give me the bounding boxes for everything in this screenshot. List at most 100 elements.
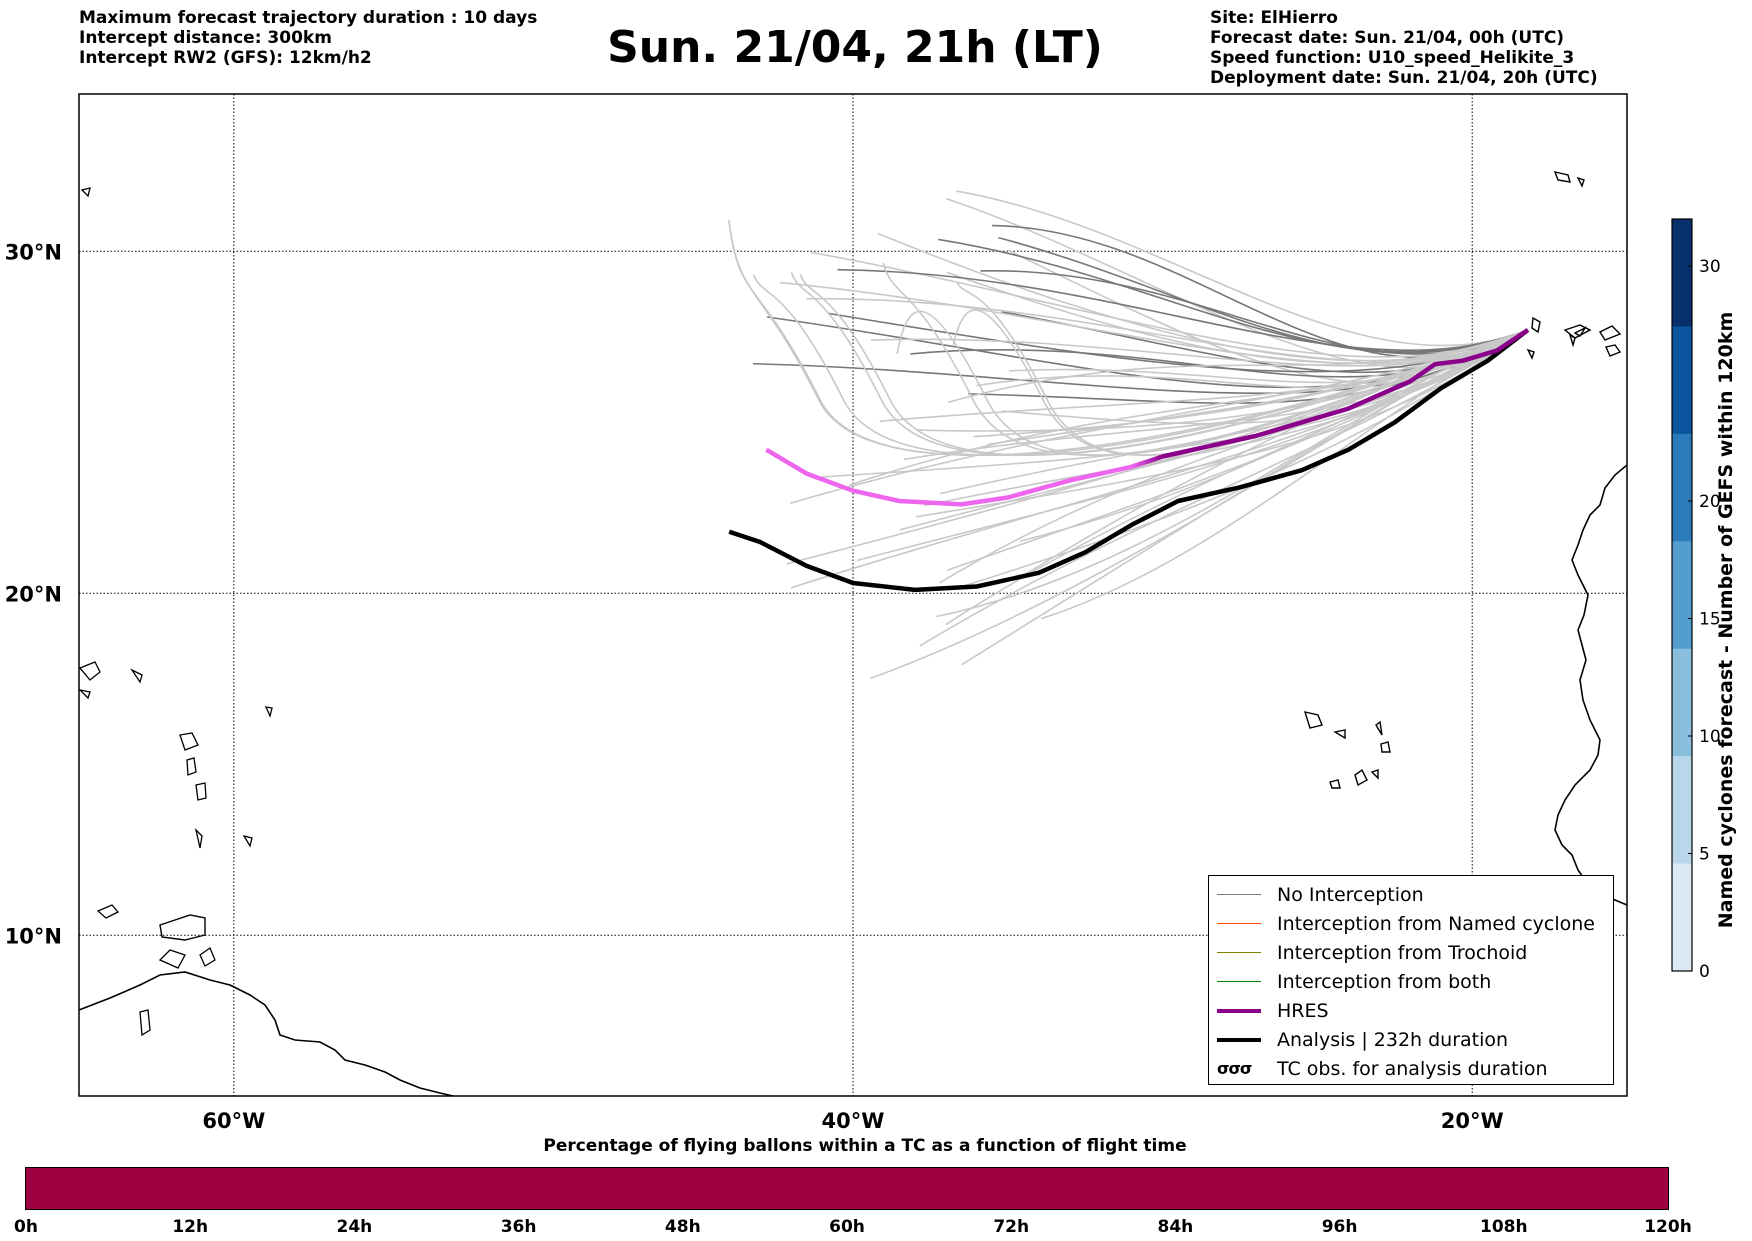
ensemble-track (806, 297, 1529, 362)
island (79, 689, 91, 700)
ensemble-trajectories (728, 190, 1529, 680)
latitude-labels: 30°N 20°N 10°N (5, 240, 62, 948)
info-line-forecast-date: Forecast date: Sun. 21/04, 00h (UTC) (1210, 28, 1565, 48)
ensemble-track (789, 329, 1529, 505)
legend-line-both (1217, 981, 1261, 982)
cape-verde (1303, 711, 1323, 729)
analysis-track (728, 328, 1530, 593)
map-frame (78, 93, 1628, 1097)
island (186, 757, 197, 776)
madeira (1576, 176, 1585, 188)
cape-verde (1375, 720, 1383, 736)
legend-label: Interception from Named cyclone (1277, 912, 1595, 935)
ensemble-track (939, 329, 1529, 584)
legend-label: Analysis | 232h duration (1277, 1028, 1509, 1051)
ensemble-track (752, 274, 1529, 456)
island (199, 947, 216, 967)
colorbar-tick-label: 10 (1699, 727, 1721, 747)
legend-line-named-cyclone (1217, 923, 1261, 924)
cape-verde (1380, 741, 1391, 753)
legend-item-analysis: Analysis | 232h duration (1217, 1025, 1613, 1054)
map-title: Sun. 21/04, 21h (LT) (607, 22, 1103, 73)
canary-islands (1573, 326, 1587, 337)
colorbar-segment (1672, 648, 1692, 757)
ensemble-track (837, 268, 1529, 352)
lon-tick-label: 60°W (202, 1109, 265, 1133)
colorbar-segment (1672, 863, 1692, 972)
cape-verde (1354, 768, 1368, 787)
longitude-labels: 60°W 40°W 20°W (202, 1109, 1503, 1133)
bottom-tick-label: 72h (993, 1217, 1029, 1237)
legend-item-tc-obs: σσσ TC obs. for analysis duration (1217, 1054, 1613, 1083)
bottom-tick-label: 108h (1480, 1217, 1528, 1237)
ensemble-track (948, 329, 1529, 404)
legend-item-trochoid: Interception from Trochoid (1217, 938, 1613, 967)
colorbar-segment (1672, 756, 1692, 865)
island (194, 827, 203, 849)
lat-tick-label: 30°N (5, 240, 62, 264)
legend-label: TC obs. for analysis duration (1277, 1057, 1548, 1080)
info-line-site: Site: ElHierro (1210, 8, 1338, 28)
ensemble-track (992, 224, 1529, 359)
legend-label: No Interception (1277, 883, 1424, 906)
info-line-intercept-distance: Intercept distance: 300km (79, 28, 332, 48)
colorbar-tick-label: 0 (1699, 962, 1710, 982)
legend-line-no-interception (1217, 894, 1261, 895)
bottom-tick-label: 84h (1158, 1217, 1194, 1237)
colorbar-segment (1672, 219, 1692, 327)
canary-islands (1598, 325, 1622, 341)
bottom-tick-label: 0h (14, 1217, 38, 1237)
legend-label: HRES (1277, 999, 1329, 1022)
info-line-intercept-rw2: Intercept RW2 (GFS): 12km/h2 (79, 48, 372, 68)
ensemble-track (790, 272, 1529, 456)
island (179, 732, 199, 751)
percentage-bar (25, 1167, 1669, 1210)
south-america-coast (79, 971, 457, 1096)
bottom-tick-label: 24h (337, 1217, 373, 1237)
hres-track (765, 328, 1530, 507)
info-line-deployment-date: Deployment date: Sun. 21/04, 20h (UTC) (1210, 68, 1598, 88)
header-info-left: Maximum forecast trajectory duration : 1… (79, 8, 537, 68)
colorbar-segment (1672, 433, 1692, 542)
lat-tick-label: 20°N (5, 582, 62, 606)
ensemble-track (945, 329, 1529, 626)
legend-label: Interception from Trochoid (1277, 941, 1528, 964)
coastlines (79, 171, 1627, 1096)
bottom-tick-label: 60h (829, 1217, 865, 1237)
trinidad-coast (159, 914, 206, 941)
colorbar-tick-label: 30 (1699, 257, 1721, 277)
colorbar-segment (1672, 326, 1692, 435)
cape-verde (1333, 729, 1346, 740)
ensemble-track (896, 310, 1529, 456)
bottom-tick-label: 120h (1644, 1217, 1692, 1237)
lat-tick-label: 10°N (5, 924, 62, 948)
lon-tick-label: 20°W (1441, 1109, 1504, 1133)
island (195, 782, 207, 801)
bottom-tick-label: 36h (501, 1217, 537, 1237)
ensemble-track (998, 236, 1529, 354)
bottom-tick-label: 48h (665, 1217, 701, 1237)
island (79, 661, 101, 681)
ensemble-track (980, 270, 1529, 355)
island (158, 949, 186, 969)
canary-islands (1568, 333, 1576, 348)
legend-line-analysis (1217, 1037, 1261, 1042)
colorbar-tick-label: 20 (1699, 492, 1721, 512)
graticule (79, 94, 1627, 1096)
canary-islands (1605, 344, 1622, 357)
ensemble-track (786, 329, 1529, 565)
madeira (1553, 171, 1571, 183)
lon-tick-label: 40°W (822, 1109, 885, 1133)
island (264, 706, 273, 718)
ensemble-track (961, 329, 1529, 666)
legend-line-hres (1217, 1008, 1261, 1013)
legend-label: Interception from both (1277, 970, 1492, 993)
header-info-right: Site: ElHierro Forecast date: Sun. 21/04… (1210, 8, 1598, 88)
ensemble-track (729, 230, 1529, 456)
island (130, 668, 143, 684)
bottom-tick-label: 96h (1322, 1217, 1358, 1237)
right-colorbar: 0 5 10 15 20 30 (1671, 218, 1721, 982)
cape-verde (1329, 779, 1341, 789)
legend-item-hres: HRES (1217, 996, 1613, 1025)
